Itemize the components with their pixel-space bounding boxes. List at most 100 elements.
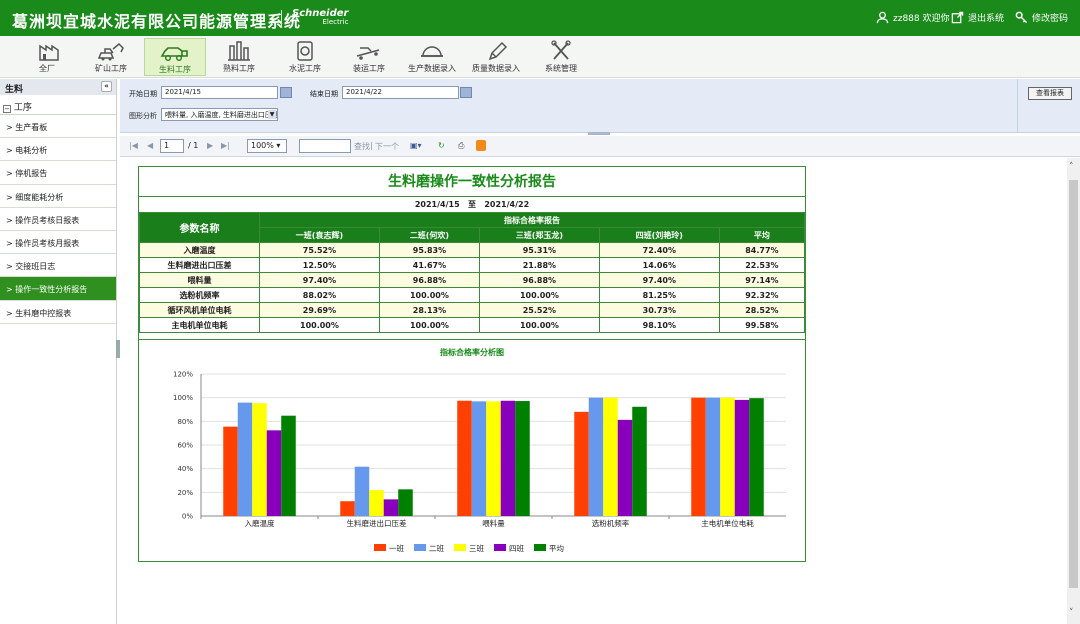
table-cell: 28.13% (378, 302, 480, 318)
chevron-down-icon: ▼ (268, 110, 276, 119)
helmet-icon (421, 46, 443, 57)
date-from: 2021/4/15 (414, 200, 460, 209)
nav-item-clinker[interactable]: 熟料工序 (216, 38, 262, 76)
sidebar-header: 生料 « (0, 79, 116, 95)
bar (691, 397, 706, 516)
nav-item-mine[interactable]: 矿山工序 (88, 38, 134, 76)
conveyor-icon (356, 47, 380, 60)
y-tick-label: 40% (177, 465, 193, 473)
first-page-icon[interactable]: |◀ (129, 141, 138, 150)
sidebar-item-fineness-energy[interactable]: > 细度能耗分析 (0, 185, 116, 208)
view-report-button[interactable]: 查看报表 (1028, 87, 1072, 100)
column-header: 四班(刘艳玲) (598, 227, 720, 243)
graph-analysis-select[interactable]: 喂料量, 入磨温度, 生料磨进出口压差 ▼ (161, 108, 278, 121)
sidebar-group-label: 工序 (13, 103, 32, 113)
sidebar-item-shift-log[interactable]: > 交接班日志 (0, 254, 116, 278)
mill-icon (297, 41, 313, 61)
minus-box-icon: − (3, 105, 11, 113)
table-cell: 100.00% (259, 317, 380, 333)
nav-item-quality-entry[interactable]: 质量数据录入 (467, 38, 525, 76)
y-tick-label: 100% (173, 394, 193, 402)
sidebar-group[interactable]: − 工序 (0, 95, 116, 115)
table-cell: 41.67% (378, 257, 480, 273)
print-icon[interactable]: ⎙ (458, 141, 465, 150)
find-link[interactable]: 查找 (354, 142, 370, 151)
scroll-up-icon[interactable]: ˄ (1069, 162, 1074, 172)
bar (354, 466, 370, 516)
next-page-icon[interactable]: ▶ (207, 141, 214, 150)
nav-label: 生料工序 (159, 65, 191, 74)
module-nav: 全厂 矿山工序 生料工序 熟料工序 水泥工序 装运工序 生产数据录入 质量数据录… (0, 36, 1080, 78)
table-cell: 96.88% (378, 272, 480, 288)
nav-item-cement[interactable]: 水泥工序 (282, 38, 328, 76)
page-number-input[interactable]: 1 (160, 139, 184, 153)
table-cell: 95.31% (478, 242, 600, 258)
feed-icon[interactable] (476, 140, 486, 151)
vertical-scrollbar[interactable]: ˄ ˅ (1067, 158, 1080, 624)
compliance-table: 参数名称 指标合格率报告 一班(袁志辉) 二班(何欢) 三班(郑玉龙) 四班(刘… (139, 212, 806, 333)
scroll-thumb[interactable] (1069, 180, 1078, 588)
find-next-link[interactable]: 下一个 (375, 142, 399, 151)
bar (705, 397, 721, 516)
nav-label: 水泥工序 (289, 64, 321, 73)
nav-label: 质量数据录入 (472, 64, 520, 73)
calendar-icon[interactable] (460, 87, 472, 98)
end-date-input[interactable]: 2021/4/22 (342, 86, 459, 99)
collapse-button[interactable]: « (101, 81, 112, 92)
nav-item-production-entry[interactable]: 生产数据录入 (403, 38, 461, 76)
legend-swatch (454, 544, 466, 551)
date-to: 2021/4/22 (484, 200, 530, 209)
x-tick-label: 主电机单位电耗 (701, 518, 754, 528)
table-cell: 30.73% (598, 302, 720, 318)
x-tick-label: 选粉机频率 (592, 518, 630, 528)
chart-title: 指标合格率分析图 (440, 348, 504, 357)
change-password-button[interactable]: 修改密码 (1015, 11, 1068, 24)
nav-item-plant[interactable]: 全厂 (24, 38, 70, 76)
sidebar-item-power-analysis[interactable]: > 电耗分析 (0, 138, 116, 162)
table-cell: 22.53% (718, 257, 806, 273)
scroll-down-icon[interactable]: ˅ (1069, 608, 1074, 618)
refresh-icon[interactable]: ↻ (438, 141, 445, 150)
sidebar-item-operator-daily[interactable]: > 操作员考核日报表 (0, 208, 116, 231)
prev-page-icon[interactable]: ◀ (147, 141, 154, 150)
logout-label: 退出系统 (968, 14, 1005, 24)
table-cell: 95.83% (378, 242, 480, 258)
table-cell: 75.52% (259, 242, 380, 258)
nav-item-shipping[interactable]: 装运工序 (346, 38, 392, 76)
calendar-icon[interactable] (280, 87, 292, 98)
sidebar-item-consistency-report[interactable]: > 操作一致性分析报告 (0, 277, 116, 301)
legend-label: 一班 (389, 543, 404, 553)
factory-icon (39, 44, 59, 61)
sidebar-item-downtime-report[interactable]: > 停机报告 (0, 161, 116, 185)
graph-analysis-label: 图形分析 (129, 112, 157, 120)
bar (369, 490, 384, 516)
last-page-icon[interactable]: ▶| (221, 141, 230, 150)
sidebar-item-dashboard[interactable]: > 生产看板 (0, 115, 116, 139)
table-cell: 98.10% (598, 317, 720, 333)
user-greeting[interactable]: zz888 欢迎你 (876, 11, 950, 24)
y-tick-label: 60% (177, 442, 193, 450)
nav-item-system[interactable]: 系统管理 (538, 38, 584, 76)
start-date-input[interactable]: 2021/4/15 (161, 86, 278, 99)
table-row: 喂料量 97.40% 96.88% 96.88% 97.40% 97.14% (139, 272, 806, 288)
sidebar-toggle-handle[interactable] (116, 340, 120, 358)
bar (617, 419, 633, 516)
sidebar-item-mill-control[interactable]: > 生料磨中控报表 (0, 301, 116, 324)
system-title: 葛洲坝宜城水泥有限公司能源管理系统 (12, 12, 302, 31)
filter-divider (1017, 79, 1018, 133)
row-label: 喂料量 (139, 272, 260, 288)
export-icon[interactable]: ▣▾ (410, 141, 422, 150)
bar (266, 430, 282, 516)
y-tick-label: 0% (182, 513, 193, 521)
table-cell: 97.14% (718, 272, 806, 288)
zoom-select[interactable]: 100% ▾ (247, 139, 287, 153)
table-cell: 97.40% (259, 272, 380, 288)
sidebar-item-operator-monthly[interactable]: > 操作员考核月报表 (0, 231, 116, 255)
find-input[interactable] (299, 139, 351, 153)
panel-splitter[interactable] (588, 132, 610, 135)
nav-item-raw-material[interactable]: 生料工序 (144, 38, 206, 76)
nav-label: 系统管理 (545, 64, 577, 73)
logout-button[interactable]: 退出系统 (951, 11, 1004, 24)
nav-label: 装运工序 (353, 64, 385, 73)
key-icon (1015, 11, 1028, 24)
